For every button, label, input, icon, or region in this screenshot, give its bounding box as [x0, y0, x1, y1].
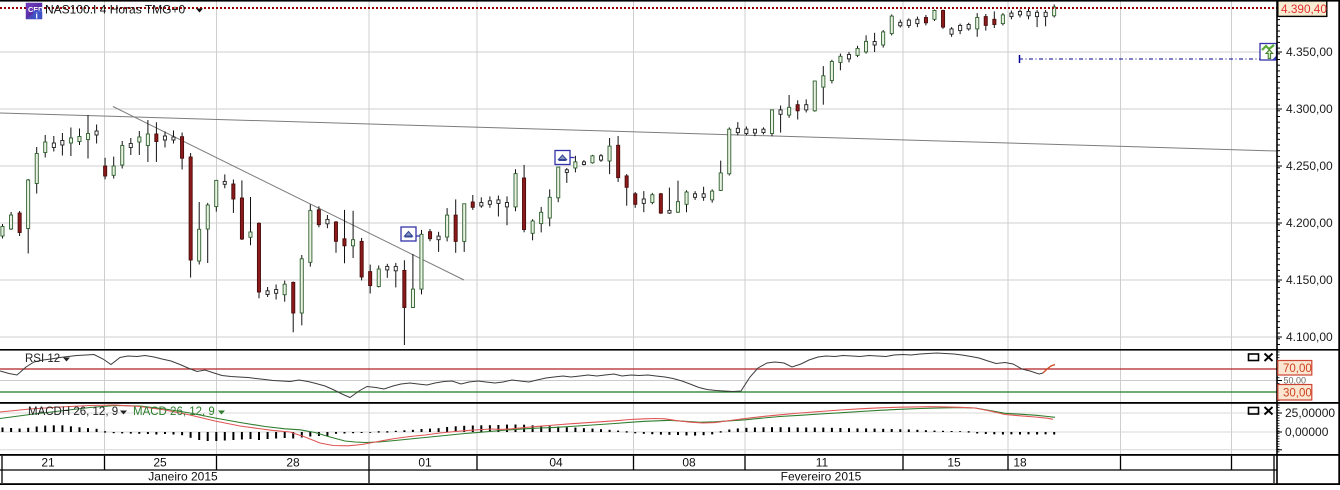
svg-text:4.200,00: 4.200,00: [1286, 216, 1333, 230]
svg-text:NAS100.I 4 Horas TMG+0: NAS100.I 4 Horas TMG+0: [45, 3, 186, 17]
svg-text:Fevereiro 2015: Fevereiro 2015: [781, 470, 862, 484]
svg-text:25,00000: 25,00000: [1285, 406, 1335, 420]
svg-text:Janeiro 2015: Janeiro 2015: [148, 470, 218, 484]
svg-text:50,00: 50,00: [1284, 376, 1307, 386]
svg-text:25: 25: [153, 456, 167, 470]
svg-text:30,00: 30,00: [1283, 388, 1312, 400]
svg-text:0,00000: 0,00000: [1285, 425, 1329, 439]
svg-text:28: 28: [286, 456, 300, 470]
svg-text:15: 15: [947, 456, 961, 470]
svg-text:21: 21: [41, 456, 55, 470]
svg-text:4.350,00: 4.350,00: [1286, 45, 1333, 59]
svg-text:70,00: 70,00: [1283, 363, 1312, 375]
svg-text:08: 08: [682, 456, 696, 470]
svg-text:4.300,00: 4.300,00: [1286, 102, 1333, 116]
svg-text:4.390,40: 4.390,40: [1281, 2, 1327, 16]
svg-text:RSI 12: RSI 12: [25, 353, 60, 365]
svg-text:MACD 26, 12, 9: MACD 26, 12, 9: [133, 406, 215, 418]
svg-text:CFD: CFD: [28, 5, 44, 14]
svg-text:4.250,00: 4.250,00: [1286, 159, 1333, 173]
svg-text:MACDH 26, 12, 9: MACDH 26, 12, 9: [28, 406, 118, 418]
svg-text:i: i: [36, 10, 38, 20]
svg-text:18: 18: [1013, 456, 1027, 470]
svg-text:11: 11: [816, 456, 829, 470]
svg-text:4.100,00: 4.100,00: [1286, 330, 1333, 344]
svg-text:4.150,00: 4.150,00: [1286, 273, 1333, 287]
svg-text:04: 04: [549, 456, 563, 470]
svg-text:01: 01: [418, 456, 432, 470]
